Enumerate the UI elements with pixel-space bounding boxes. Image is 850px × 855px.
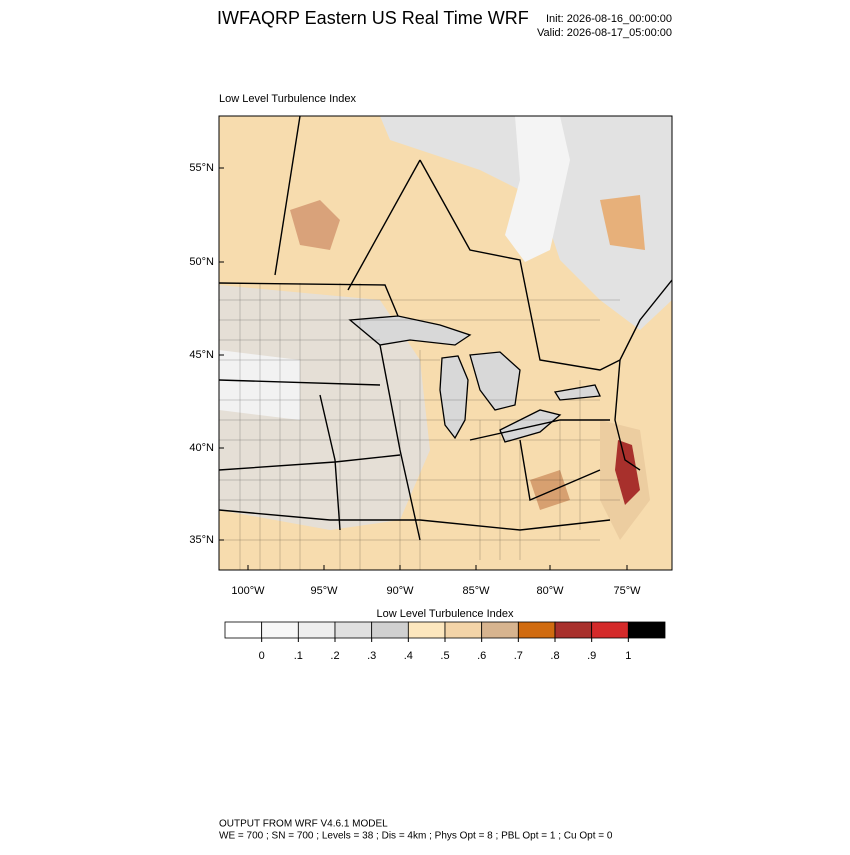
colorbar-box <box>407 621 446 639</box>
colorbar-tick-label: .7 <box>514 650 523 662</box>
colorbar-box <box>224 621 263 639</box>
colorbar-box <box>371 621 409 639</box>
colorbar-box <box>297 621 336 639</box>
colorbar-box <box>481 621 519 639</box>
lon-label: 100°W <box>231 585 265 597</box>
valid-time: Valid: 2026-08-17_05:00:00 <box>537 27 672 39</box>
colorbar-tick-label: .8 <box>550 650 559 662</box>
map-frame <box>218 115 673 571</box>
colorbar-tick-label: .6 <box>477 650 486 662</box>
lon-label: 80°W <box>536 585 564 597</box>
colorbar-tick-label: .3 <box>367 650 376 662</box>
colorbar-box <box>334 621 373 639</box>
colorbar-tick-label: .2 <box>330 650 339 662</box>
colorbar-box <box>591 621 629 639</box>
footer-line: WE = 700 ; SN = 700 ; Levels = 38 ; Dis … <box>219 831 613 842</box>
colorbar-box <box>517 621 556 639</box>
lat-label: 45°N <box>189 349 214 361</box>
colorbar-tick-label: 0 <box>259 650 265 662</box>
lon-label: 85°W <box>462 585 490 597</box>
colorbar-tick-label: .4 <box>404 650 413 662</box>
colorbar-tick-label: .9 <box>587 650 596 662</box>
init-time: Init: 2026-08-16_00:00:00 <box>546 13 672 25</box>
colorbar-tick-label: .1 <box>294 650 303 662</box>
colorbar-title: Low Level Turbulence Index <box>377 608 514 620</box>
lon-label: 90°W <box>386 585 414 597</box>
colorbar-box <box>444 621 483 639</box>
colorbar-box <box>627 621 666 639</box>
lat-label: 40°N <box>189 442 214 454</box>
map-subtitle: Low Level Turbulence Index <box>219 93 356 105</box>
colorbar-tick-label: 1 <box>625 650 631 662</box>
title: IWFAQRP Eastern US Real Time WRF <box>217 8 529 28</box>
lat-label: 50°N <box>189 256 214 268</box>
colorbar-tick-label: .5 <box>440 650 449 662</box>
footer-line: OUTPUT FROM WRF V4.6.1 MODEL <box>219 819 388 830</box>
colorbar-box <box>261 621 299 639</box>
lat-label: 35°N <box>189 534 214 546</box>
map-field <box>219 116 672 570</box>
lat-label: 55°N <box>189 162 214 174</box>
lon-label: 95°W <box>310 585 338 597</box>
colorbar-box <box>554 621 593 639</box>
lon-label: 75°W <box>613 585 641 597</box>
